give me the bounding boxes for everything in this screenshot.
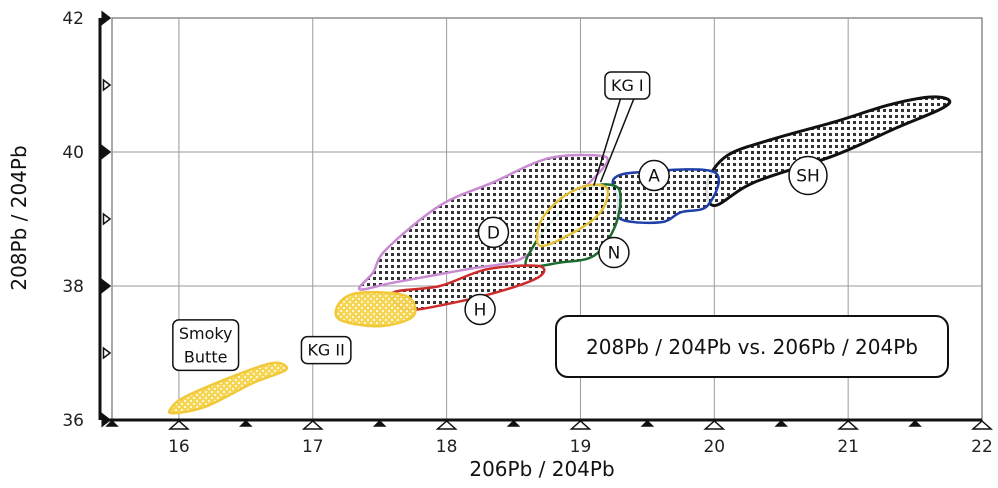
label-box-kg-ii (300, 335, 352, 365)
label-kg-i: KG I (611, 76, 644, 95)
axes: 16 17 18 19 20 21 22 36 38 40 42 (62, 9, 993, 457)
x-tick-mark (774, 419, 789, 427)
x-tick-mark (837, 419, 860, 430)
y-tick-label: 36 (62, 411, 84, 431)
x-tick-label: 21 (837, 437, 859, 457)
x-tick-mark (372, 419, 387, 427)
x-tick-mark (703, 419, 726, 430)
x-tick-mark (908, 419, 922, 427)
label-circle-a (638, 159, 670, 192)
x-tick-mark (971, 419, 993, 430)
x-tick-label: 19 (570, 437, 592, 457)
label-a: A (648, 166, 660, 186)
label-d: D (487, 223, 500, 243)
label-smoky: Smoky (179, 324, 233, 343)
field-labels: SH A D N H KG I KG II Smoky Butte (172, 71, 828, 372)
x-tick-mark (506, 419, 521, 427)
field-sh (705, 95, 952, 208)
label-circle-d (477, 216, 510, 249)
title-box (555, 315, 949, 378)
x-tick-mark (239, 419, 253, 427)
chart-title: 208Pb / 204Pb vs. 206Pb / 204Pb (586, 335, 918, 359)
y-tick-mark (101, 10, 112, 26)
y-tick-mark (102, 212, 112, 226)
y-tick-label: 42 (62, 9, 84, 29)
y-tick-mark (102, 78, 112, 92)
chart-title-box: 208Pb / 204Pb vs. 206Pb / 204Pb (555, 315, 949, 378)
y-tick-mark (102, 346, 112, 360)
y-tick-label: 38 (62, 277, 84, 297)
label-butte: Butte (184, 347, 228, 366)
label-sh: SH (796, 166, 820, 186)
label-box-smoky-butte (172, 319, 240, 372)
x-tick-mark (105, 419, 119, 427)
label-box-kg-i (604, 71, 651, 100)
field-kg-ii (334, 290, 417, 328)
field-kg-i (535, 183, 610, 248)
field-smoky-butte (167, 361, 288, 415)
y-tick-mark (101, 278, 112, 294)
y-axis-title: 208Pb / 204Pb (7, 145, 31, 290)
kg-i-leader-line (593, 98, 622, 186)
x-axis-title: 206Pb / 204Pb (469, 457, 614, 481)
x-tick-mark (640, 419, 655, 427)
x-tick-label: 18 (436, 437, 458, 457)
y-tick-mark (101, 144, 112, 160)
label-circle-sh (788, 155, 828, 196)
label-h: H (474, 300, 487, 320)
label-circle-n (598, 236, 630, 269)
x-tick-label: 22 (971, 437, 993, 457)
x-tick-mark (569, 419, 592, 430)
kg-i-leader-line (599, 98, 635, 183)
label-circle-h (464, 293, 496, 326)
label-n: N (608, 244, 621, 264)
x-tick-mark (167, 419, 190, 430)
y-tick-label: 40 (62, 143, 84, 163)
label-kg-ii: KG II (307, 341, 344, 360)
x-tick-label: 16 (168, 437, 190, 457)
x-tick-mark (301, 419, 324, 430)
y-tick-mark (101, 412, 112, 428)
x-tick-label: 20 (703, 437, 725, 457)
x-tick-mark (435, 419, 458, 430)
x-tick-label: 17 (302, 437, 324, 457)
